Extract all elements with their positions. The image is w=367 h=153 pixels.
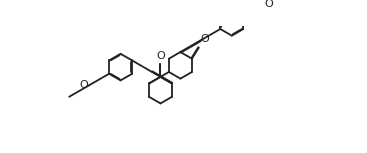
- Text: O: O: [156, 51, 165, 61]
- Text: O: O: [264, 0, 273, 9]
- Text: O: O: [200, 34, 209, 44]
- Text: O: O: [79, 80, 88, 90]
